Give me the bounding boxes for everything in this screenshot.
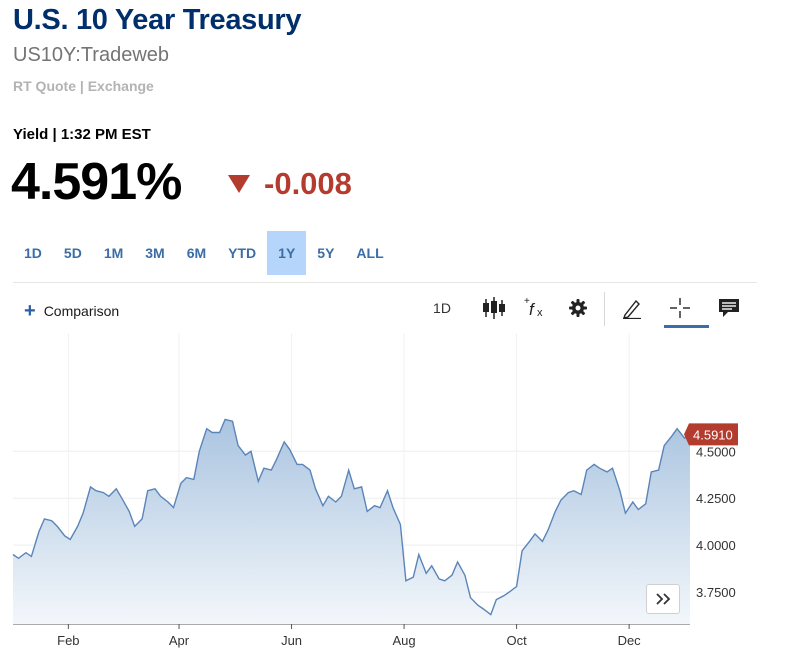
scroll-to-latest-button[interactable] <box>646 584 680 614</box>
double-chevron-right-icon <box>656 593 671 605</box>
price-change: -0.008 <box>228 166 352 202</box>
x-tick-label: Jun <box>281 633 302 648</box>
price-change-value: -0.008 <box>264 166 352 201</box>
quote-label: Yield | 1:32 PM EST <box>13 126 151 143</box>
series-area <box>13 419 690 624</box>
quote-source: RT Quote | Exchange <box>13 78 154 94</box>
x-tick-label: Oct <box>506 633 527 648</box>
range-button-6m[interactable]: 6M <box>186 245 207 261</box>
range-button-5d[interactable]: 5D <box>63 245 82 261</box>
crosshair-active-indicator <box>664 325 709 328</box>
chart-plot-area <box>12 418 691 624</box>
range-selector: 1D 5D 1M 3M 6M YTD 1Y 5Y ALL <box>13 231 395 275</box>
symbol-label: US10Y:Tradeweb <box>13 44 170 66</box>
range-button-5y[interactable]: 5Y <box>317 245 335 261</box>
y-axis: 3.7500 4.0000 4.2500 4.5000 <box>696 444 736 600</box>
last-value-label: 4.5910 <box>693 427 733 442</box>
y-tick-label: 4.2500 <box>696 491 736 506</box>
y-tick-label: 3.7500 <box>696 585 736 600</box>
interval-button[interactable]: 1D <box>433 300 451 316</box>
x-tick-label: Aug <box>393 633 416 648</box>
last-price: 4.591% <box>11 153 182 211</box>
range-button-ytd[interactable]: YTD <box>228 245 257 261</box>
crosshair-icon[interactable] <box>669 296 691 320</box>
x-axis: Feb Apr Jun Aug Oct Dec <box>57 624 641 648</box>
svg-text:+: + <box>524 296 530 307</box>
toolbar-separator <box>604 292 605 326</box>
last-value-marker: 4.5910 <box>684 423 738 446</box>
x-tick-label: Dec <box>618 633 642 648</box>
last-value-badge <box>684 423 738 446</box>
range-button-all[interactable]: ALL <box>356 245 384 261</box>
range-button-1m[interactable]: 1M <box>103 245 124 261</box>
studies-icon[interactable]: + f x <box>524 296 548 320</box>
down-arrow-icon <box>228 175 250 193</box>
x-tick-label: Feb <box>57 633 79 648</box>
range-button-1d[interactable]: 1D <box>24 245 42 261</box>
settings-icon[interactable] <box>568 296 588 320</box>
divider <box>13 282 757 283</box>
y-tick-label: 4.5000 <box>696 444 736 459</box>
svg-text:x: x <box>537 307 543 319</box>
comparison-label: Comparison <box>43 303 120 319</box>
series-line <box>12 418 691 616</box>
comment-icon[interactable] <box>718 296 740 320</box>
x-tick-label: Apr <box>169 633 190 648</box>
range-button-3m[interactable]: 3M <box>145 245 165 261</box>
y-tick-label: 4.0000 <box>696 538 736 553</box>
svg-text:f: f <box>529 300 536 319</box>
comparison-button[interactable]: + Comparison <box>24 300 120 322</box>
page-title: U.S. 10 Year Treasury <box>13 4 302 36</box>
range-button-1y[interactable]: 1Y <box>267 231 307 275</box>
plus-icon: + <box>24 300 36 322</box>
candlestick-icon[interactable] <box>482 296 506 320</box>
draw-icon[interactable] <box>621 296 643 320</box>
